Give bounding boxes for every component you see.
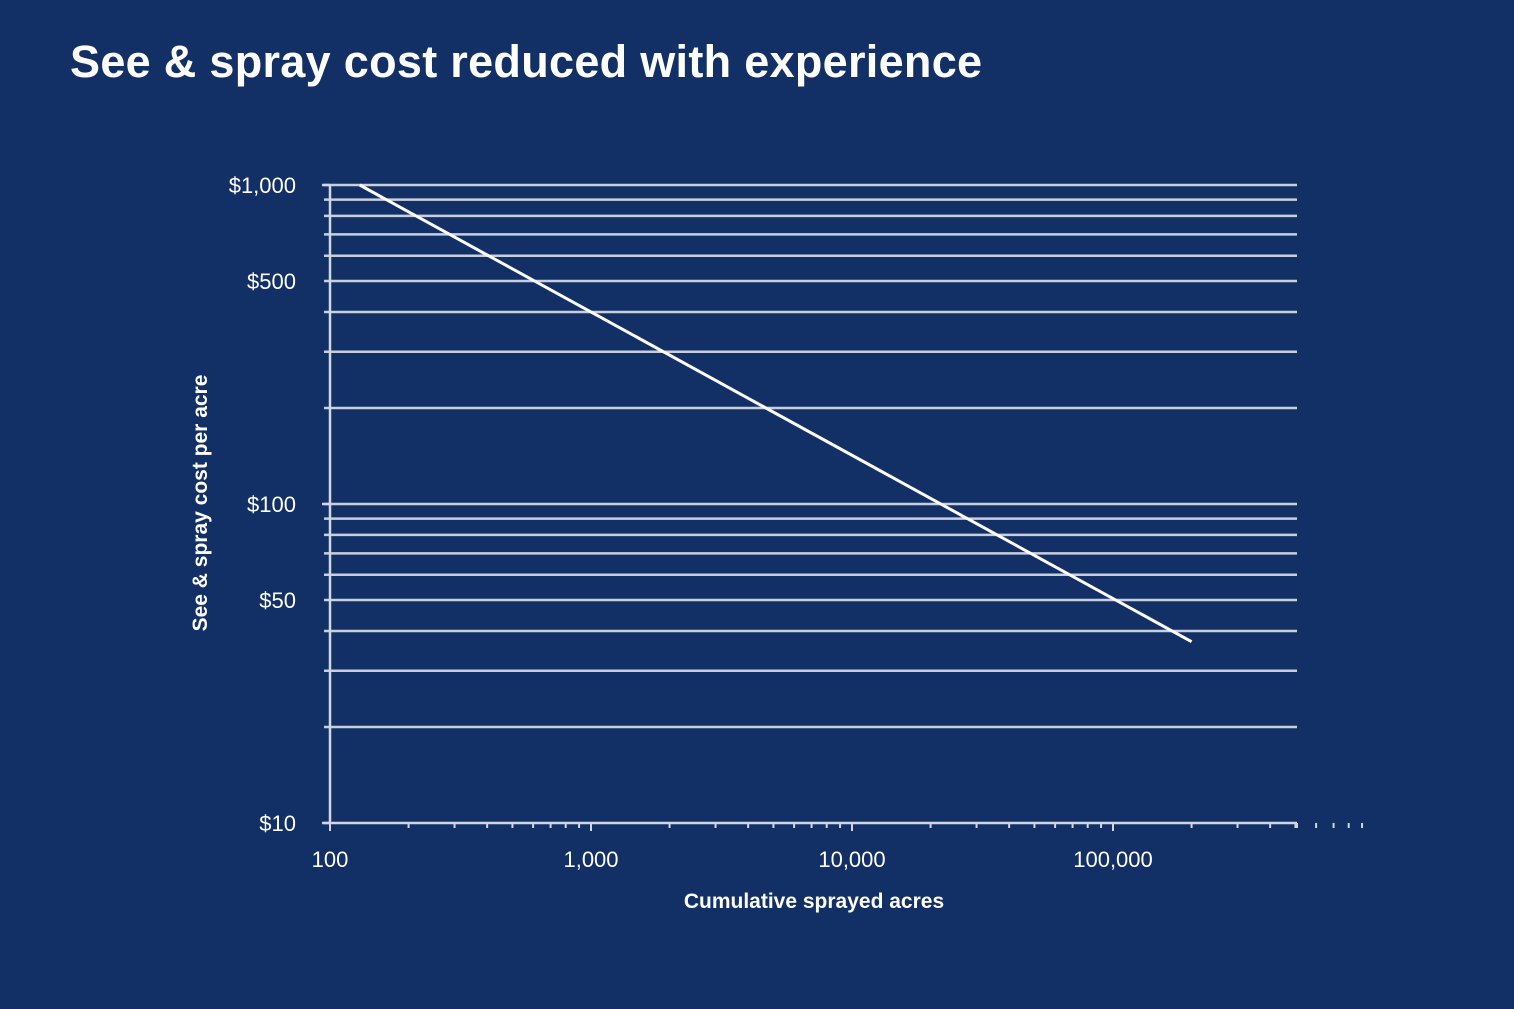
series-group [358, 183, 1193, 644]
y-tick-label: $10 [259, 811, 296, 836]
gridlines [324, 183, 1297, 729]
x-tick-labels: 100 1,000 10,000 100,000 [312, 847, 1153, 872]
y-tick-labels: $10 $50 $100 $500 $1,000 [229, 173, 296, 836]
axes [322, 183, 1364, 831]
slide-title: See & spray cost reduced with experience [70, 36, 983, 87]
y-axis-label: See & spray cost per acre [189, 375, 212, 632]
y-tick-label: $50 [259, 588, 296, 613]
x-tick-label: 10,000 [818, 847, 885, 872]
y-tick-label: $100 [247, 492, 296, 517]
x-tick-label: 100,000 [1073, 847, 1153, 872]
x-tick-label: 100 [312, 847, 349, 872]
y-tick-label: $500 [247, 269, 296, 294]
x-axis-label: Cumulative sprayed acres [684, 890, 944, 913]
series-line [358, 183, 1193, 644]
x-tick-label: 1,000 [563, 847, 618, 872]
y-tick-label: $1,000 [229, 173, 296, 198]
